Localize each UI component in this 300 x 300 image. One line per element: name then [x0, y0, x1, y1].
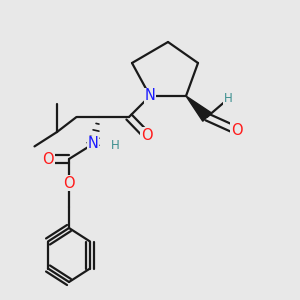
Text: O: O [63, 176, 75, 190]
Polygon shape [186, 96, 211, 121]
Text: N: N [145, 88, 155, 104]
Text: O: O [42, 152, 54, 166]
Text: N: N [88, 136, 98, 152]
Text: H: H [111, 139, 120, 152]
Text: O: O [141, 128, 153, 143]
Text: H: H [224, 92, 232, 106]
Text: O: O [231, 123, 243, 138]
